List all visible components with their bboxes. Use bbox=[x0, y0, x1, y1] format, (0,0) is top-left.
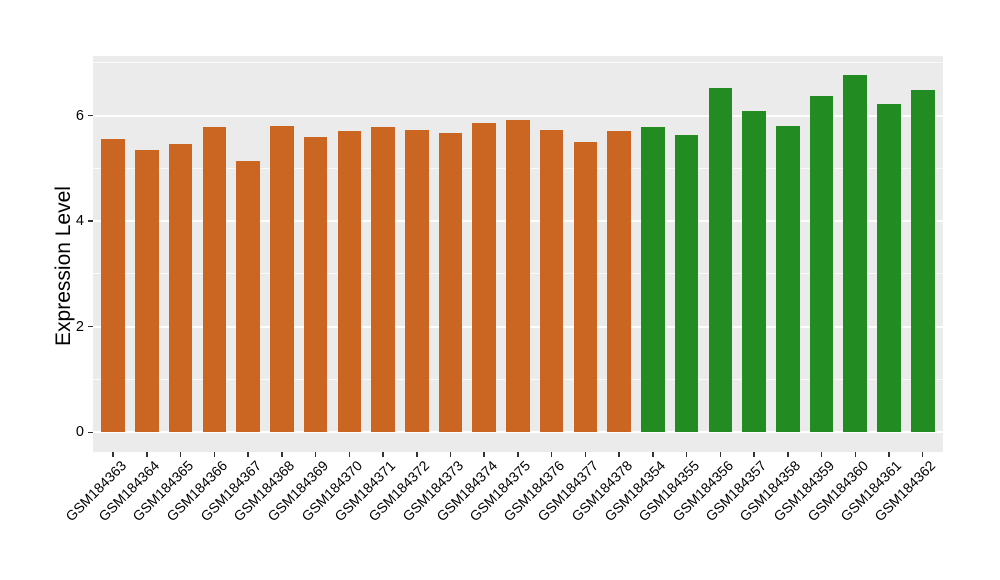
bar bbox=[337, 131, 362, 433]
bar bbox=[303, 137, 328, 433]
x-tick-mark bbox=[281, 452, 283, 457]
x-tick-mark bbox=[618, 452, 620, 457]
bar bbox=[168, 144, 193, 433]
y-tick-mark bbox=[88, 431, 93, 434]
bar bbox=[910, 90, 935, 433]
x-tick-mark bbox=[213, 452, 216, 457]
plot-panel bbox=[93, 56, 943, 452]
x-tick-mark bbox=[652, 452, 654, 457]
bar bbox=[708, 87, 733, 433]
x-tick-mark bbox=[348, 452, 351, 457]
bar bbox=[270, 125, 294, 433]
bar bbox=[404, 129, 429, 433]
gridline-major bbox=[93, 114, 943, 117]
bar bbox=[674, 134, 699, 433]
gridline-major bbox=[93, 431, 943, 434]
bar bbox=[101, 139, 125, 433]
y-tick-mark bbox=[88, 114, 93, 117]
x-tick-mark bbox=[787, 452, 789, 457]
gridline-minor bbox=[93, 62, 943, 64]
x-tick-mark bbox=[314, 452, 317, 457]
bar bbox=[371, 127, 395, 433]
y-tick-label: 0 bbox=[75, 424, 84, 441]
bar bbox=[438, 133, 463, 433]
x-tick-mark bbox=[517, 452, 519, 457]
y-tick-label: 4 bbox=[75, 213, 84, 230]
x-tick-mark bbox=[719, 452, 722, 457]
y-tick-mark bbox=[88, 220, 93, 222]
bar bbox=[573, 142, 598, 433]
x-tick-mark bbox=[449, 452, 452, 457]
x-tick-mark bbox=[416, 452, 418, 457]
bar bbox=[135, 150, 159, 433]
x-tick-mark bbox=[146, 452, 148, 457]
y-tick-label: 2 bbox=[75, 318, 84, 335]
bar bbox=[843, 74, 868, 433]
bar bbox=[506, 119, 530, 433]
x-tick-mark bbox=[382, 452, 384, 457]
x-tick-mark bbox=[854, 452, 856, 457]
bar bbox=[809, 96, 834, 433]
y-tick-label: 6 bbox=[75, 107, 84, 124]
y-tick-mark bbox=[88, 325, 93, 328]
x-tick-mark bbox=[584, 452, 587, 457]
bar bbox=[742, 110, 766, 433]
bar bbox=[641, 127, 665, 433]
bar bbox=[202, 126, 227, 433]
x-tick-mark bbox=[483, 452, 485, 457]
x-tick-mark bbox=[247, 452, 249, 457]
bar bbox=[539, 129, 564, 433]
bar bbox=[472, 122, 497, 433]
x-tick-mark bbox=[112, 452, 114, 457]
x-tick-mark bbox=[550, 452, 553, 457]
x-tick-mark bbox=[921, 452, 924, 457]
x-tick-mark bbox=[179, 452, 182, 457]
x-tick-mark bbox=[753, 452, 755, 457]
x-tick-mark bbox=[685, 452, 688, 457]
x-tick-mark bbox=[820, 452, 823, 457]
bar bbox=[877, 104, 901, 433]
bar bbox=[236, 160, 260, 433]
bar bbox=[776, 125, 800, 433]
bar bbox=[607, 131, 631, 433]
x-tick-mark bbox=[888, 452, 890, 457]
